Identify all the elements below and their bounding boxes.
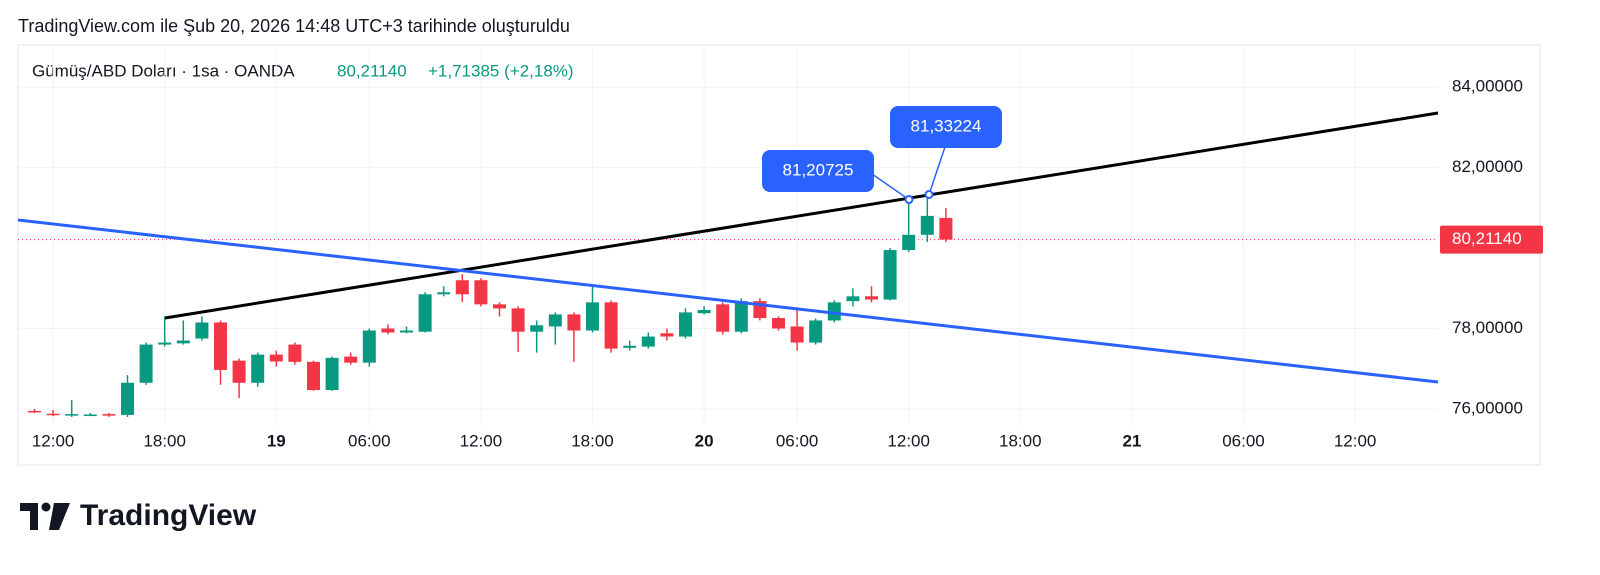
candle-body bbox=[697, 309, 711, 314]
x-tick-label: 12:00 bbox=[460, 431, 503, 450]
x-tick-label: 12:00 bbox=[1334, 431, 1377, 450]
candle-body bbox=[83, 414, 97, 417]
symbol: Gümüş/ABD Doları · 1sa · OANDA bbox=[32, 61, 295, 80]
brand: TradingView bbox=[80, 499, 257, 532]
candle-body bbox=[548, 314, 562, 327]
candle-body bbox=[623, 345, 637, 348]
candle-body bbox=[679, 312, 692, 337]
callout-pointer bbox=[871, 173, 910, 201]
candle-body bbox=[865, 296, 878, 300]
x-tick-label: 06:00 bbox=[776, 431, 819, 450]
x-tick-label: 21 bbox=[1122, 431, 1141, 450]
last-value: 80,21140 bbox=[337, 61, 407, 80]
candle-body bbox=[307, 361, 320, 391]
x-tick-label: 18:00 bbox=[571, 431, 614, 450]
change: +1,71385 (+2,18%) bbox=[428, 61, 574, 80]
candle-body bbox=[716, 304, 730, 332]
candle-body bbox=[325, 357, 339, 391]
candle-body bbox=[902, 234, 916, 251]
last-price-box bbox=[1440, 225, 1543, 254]
candle-body bbox=[883, 250, 897, 300]
plot: 76,00000 78,00000 82,00000 84,00000 12:00 18:… bbox=[18, 45, 1543, 450]
candle-body bbox=[232, 360, 246, 383]
candle-body bbox=[269, 354, 283, 362]
trend-line bbox=[18, 218, 1438, 384]
candles bbox=[28, 194, 953, 417]
candle-body bbox=[734, 301, 748, 332]
candle-body bbox=[288, 344, 302, 362]
candle-body bbox=[214, 322, 227, 370]
candle-body bbox=[772, 318, 785, 329]
x-tick-label: 20 bbox=[695, 431, 714, 450]
candle-body bbox=[939, 217, 953, 240]
candle-body bbox=[511, 308, 525, 332]
candle-body bbox=[530, 325, 544, 332]
y-tick-label: 82,00000 bbox=[1452, 157, 1523, 176]
callout-box bbox=[890, 106, 1002, 148]
callout-box bbox=[762, 150, 874, 192]
x-tick-label: 12:00 bbox=[887, 431, 930, 450]
candle-body bbox=[809, 320, 823, 343]
candle-body bbox=[493, 304, 506, 309]
candle-body bbox=[28, 410, 41, 413]
candle-body bbox=[641, 336, 655, 347]
candle-body bbox=[176, 340, 190, 344]
candle-body bbox=[195, 322, 209, 339]
candle-body bbox=[604, 302, 618, 349]
candle-body bbox=[381, 328, 395, 333]
x-tick-label: 18:00 bbox=[999, 431, 1042, 450]
x-tick-label: 12:00 bbox=[32, 431, 75, 450]
logo bbox=[20, 502, 70, 530]
caption: TradingView.com ile Şub 20, 2026 14:48 U… bbox=[18, 16, 570, 36]
callout-point bbox=[924, 189, 934, 199]
callout-point bbox=[904, 195, 914, 205]
candle-body bbox=[46, 413, 60, 416]
callout-pointer bbox=[928, 146, 946, 195]
y-tick-label: 84,00000 bbox=[1452, 77, 1523, 96]
candle-body bbox=[102, 414, 116, 416]
trend-line bbox=[164, 111, 1438, 320]
candle-body bbox=[139, 344, 153, 383]
candle-body bbox=[437, 292, 451, 295]
candle-body bbox=[158, 342, 172, 345]
candle-body bbox=[251, 354, 265, 383]
candle-body bbox=[846, 296, 860, 302]
candle-body bbox=[920, 215, 934, 235]
candle-body bbox=[418, 294, 432, 332]
chart-panel bbox=[17, 44, 1541, 466]
x-tick-label: 06:00 bbox=[348, 431, 391, 450]
candle-body bbox=[660, 333, 674, 337]
candle-body bbox=[400, 330, 413, 333]
candle-body bbox=[65, 414, 79, 416]
candle-body bbox=[827, 302, 841, 321]
candle-body bbox=[567, 314, 581, 331]
callout-label: 81,33224 bbox=[911, 116, 982, 135]
candle-body bbox=[121, 382, 134, 415]
candle-body bbox=[790, 326, 804, 343]
candle-body bbox=[344, 356, 358, 363]
y-tick-label: 76,00000 bbox=[1452, 398, 1523, 417]
candle-body bbox=[362, 330, 376, 363]
x-tick-label: 06:00 bbox=[1222, 431, 1265, 450]
last-price-label: 80,21140 bbox=[1452, 229, 1522, 248]
callout-label: 81,20725 bbox=[783, 160, 854, 179]
candle-body bbox=[455, 280, 469, 295]
candle-body bbox=[474, 280, 488, 305]
candle-body bbox=[586, 302, 599, 331]
x-tick-label: 19 bbox=[267, 431, 286, 450]
y-tick-label: 78,00000 bbox=[1452, 318, 1523, 337]
x-tick-label: 18:00 bbox=[143, 431, 186, 450]
